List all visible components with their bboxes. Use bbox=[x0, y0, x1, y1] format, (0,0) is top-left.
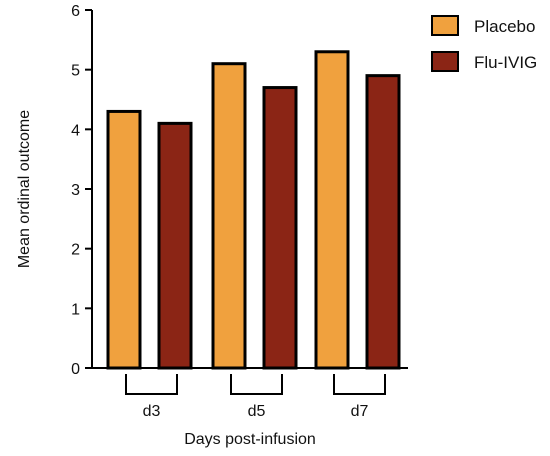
bar-placebo-d3 bbox=[106, 109, 142, 370]
legend-swatch-flu-ivig bbox=[431, 51, 459, 72]
category-groups: d3 d5 d7 bbox=[125, 374, 386, 420]
y-axis-title: Mean ordinal outcome bbox=[16, 110, 33, 268]
y-tick-label: 2 bbox=[71, 242, 80, 259]
legend: Placebo Flu-IVIG bbox=[431, 15, 537, 72]
legend-label-placebo: Placebo bbox=[474, 17, 535, 36]
y-ticks: 0 1 2 3 4 5 6 bbox=[71, 3, 92, 378]
y-tick-label: 6 bbox=[71, 3, 80, 20]
category-bracket bbox=[230, 374, 283, 395]
bars bbox=[106, 50, 401, 370]
bar-placebo-d5 bbox=[211, 62, 247, 370]
bar-flu-ivig-d3 bbox=[157, 121, 193, 370]
bar-placebo-d7 bbox=[314, 50, 350, 370]
y-tick-label: 4 bbox=[71, 122, 80, 139]
y-tick-label: 5 bbox=[71, 63, 80, 80]
category-bracket bbox=[125, 374, 178, 395]
bar-flu-ivig-d7 bbox=[365, 74, 401, 370]
y-tick-label: 3 bbox=[71, 182, 80, 199]
bar-flu-ivig-d5 bbox=[262, 86, 298, 370]
category-bracket bbox=[333, 374, 386, 395]
y-tick-label: 0 bbox=[71, 361, 80, 378]
x-tick-label: d7 bbox=[351, 403, 369, 420]
x-tick-label: d3 bbox=[143, 403, 161, 420]
legend-label-flu-ivig: Flu-IVIG bbox=[474, 53, 537, 72]
x-tick-label: d5 bbox=[248, 403, 266, 420]
x-axis-title: Days post-infusion bbox=[184, 431, 316, 448]
legend-swatch-placebo bbox=[431, 15, 459, 36]
y-tick-label: 1 bbox=[71, 301, 80, 318]
